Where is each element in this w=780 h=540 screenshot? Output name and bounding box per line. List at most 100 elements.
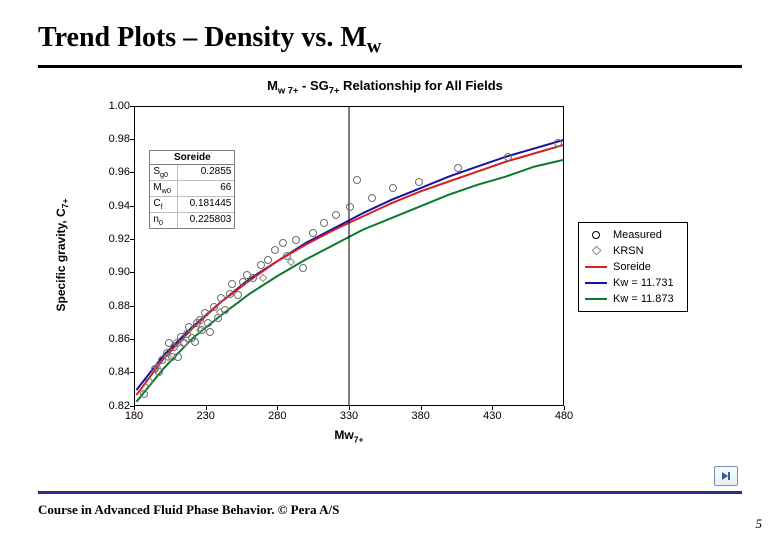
ytick-label: 0.94 (90, 200, 130, 212)
ytick-mark (130, 306, 134, 307)
ytick-mark (130, 339, 134, 340)
xtick-mark (564, 406, 565, 410)
x-axis-label: Mw7+ (134, 428, 564, 444)
legend-symbol (585, 277, 607, 289)
xtick-label: 180 (125, 410, 143, 422)
marker-circle (196, 316, 204, 324)
ytick-label: 0.90 (90, 266, 130, 278)
marker-circle (504, 153, 512, 161)
marker-circle (353, 176, 361, 184)
ytick-label: 0.92 (90, 233, 130, 245)
xtick-label: 280 (268, 410, 286, 422)
param-row: Sg00.2855 (150, 165, 234, 181)
chart-title: Mw 7+ - SG7+ Relationship for All Fields (70, 78, 700, 96)
param-row: n00.225803 (150, 213, 234, 228)
param-row: Mw066 (150, 181, 234, 197)
param-key: Mw0 (150, 181, 178, 196)
param-row: Cf0.181445 (150, 197, 234, 213)
ytick-label: 0.86 (90, 333, 130, 345)
xtick-mark (492, 406, 493, 410)
ytick-mark (130, 172, 134, 173)
marker-circle (191, 338, 199, 346)
xtick-label: 230 (196, 410, 214, 422)
marker-circle (257, 261, 265, 269)
y-axis-label: Specific gravity, C7+ (54, 198, 70, 311)
legend: MeasuredKRSNSoreideKw = 11.731Kw = 11.87… (578, 222, 688, 312)
marker-circle (454, 164, 462, 172)
marker-circle (389, 184, 397, 192)
marker-circle (234, 291, 242, 299)
legend-symbol (585, 293, 607, 305)
arrow-right-icon (720, 470, 732, 482)
xtick-label: 430 (483, 410, 501, 422)
marker-circle (271, 246, 279, 254)
ytick-label: 0.96 (90, 166, 130, 178)
marker-circle (201, 309, 209, 317)
legend-label: Measured (613, 227, 662, 243)
plot-area: Soreide Sg00.2855Mw066Cf0.181445n00.2258… (134, 106, 564, 406)
marker-circle (309, 229, 317, 237)
xtick-mark (349, 406, 350, 410)
legend-symbol (585, 261, 607, 273)
xtick-label: 330 (340, 410, 358, 422)
ytick-label: 1.00 (90, 100, 130, 112)
ytick-label: 0.98 (90, 133, 130, 145)
marker-circle (249, 274, 257, 282)
marker-circle (415, 178, 423, 186)
marker-circle (217, 294, 225, 302)
marker-circle (264, 256, 272, 264)
footer-rule (38, 491, 742, 494)
legend-label: Kw = 11.873 (613, 291, 674, 307)
param-val: 0.2855 (178, 165, 234, 180)
marker-circle (299, 264, 307, 272)
marker-circle (279, 239, 287, 247)
marker-circle (554, 139, 562, 147)
slide-title: Trend Plots – Density vs. Mw (38, 22, 742, 59)
marker-circle (332, 211, 340, 219)
legend-item: KRSN (585, 243, 681, 259)
title-underline (38, 65, 742, 68)
marker-circle (140, 390, 148, 398)
legend-label: Kw = 11.731 (613, 275, 674, 291)
chart: Mw 7+ - SG7+ Relationship for All Fields… (70, 78, 700, 458)
param-val: 66 (178, 181, 234, 196)
ytick-label: 0.88 (90, 300, 130, 312)
marker-circle (206, 328, 214, 336)
marker-circle (214, 314, 222, 322)
legend-symbol (585, 245, 607, 257)
legend-label: KRSN (613, 243, 644, 259)
xtick-mark (206, 406, 207, 410)
xtick-label: 380 (411, 410, 429, 422)
legend-item: Kw = 11.873 (585, 291, 681, 307)
param-val: 0.225803 (178, 213, 234, 228)
ytick-mark (130, 206, 134, 207)
legend-item: Measured (585, 227, 681, 243)
marker-circle (346, 203, 354, 211)
xtick-mark (421, 406, 422, 410)
legend-label: Soreide (613, 259, 651, 275)
ytick-label: 0.84 (90, 366, 130, 378)
page-number: 5 (756, 516, 763, 532)
legend-item: Kw = 11.731 (585, 275, 681, 291)
param-key: Cf (150, 197, 178, 212)
marker-diamond (287, 257, 295, 265)
next-slide-button[interactable] (714, 466, 738, 486)
marker-circle (292, 236, 300, 244)
marker-circle (145, 378, 153, 386)
xtick-label: 480 (555, 410, 573, 422)
legend-symbol (585, 229, 607, 241)
legend-item: Soreide (585, 259, 681, 275)
ytick-mark (130, 239, 134, 240)
marker-circle (204, 319, 212, 327)
param-box-title: Soreide (150, 151, 234, 165)
param-val: 0.181445 (178, 197, 234, 212)
param-key: Sg0 (150, 165, 178, 180)
marker-diamond (258, 274, 266, 282)
ytick-mark (130, 139, 134, 140)
xtick-mark (134, 406, 135, 410)
title-block: Trend Plots – Density vs. Mw (38, 0, 742, 68)
param-key: n0 (150, 213, 178, 228)
axes-host: Specific gravity, C7+ Mw7+ Soreide Sg00.… (70, 100, 700, 440)
xtick-mark (277, 406, 278, 410)
marker-circle (368, 194, 376, 202)
